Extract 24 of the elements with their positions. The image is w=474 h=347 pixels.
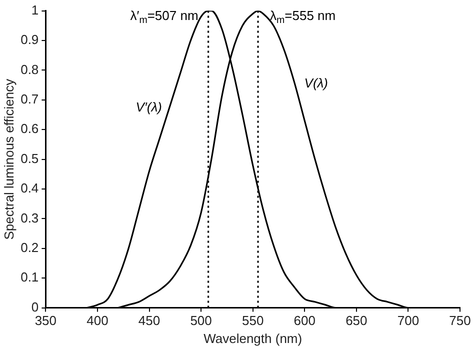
x-tick-label: 750 [449, 313, 471, 328]
y-tick-label: 0.1 [20, 270, 39, 285]
x-tick-label: 500 [190, 313, 212, 328]
y-tick-label: 0 [31, 299, 39, 314]
y-axis-title: Spectral luminous efficiency [1, 78, 16, 240]
x-tick-label: 350 [34, 313, 57, 328]
x-tick-label: 550 [242, 313, 264, 328]
x-tick-label: 400 [86, 313, 108, 328]
y-tick-label: 0.8 [20, 62, 39, 77]
y-tick-label: 0.3 [20, 210, 39, 226]
x-axis-title: Wavelength (nm) [204, 330, 302, 346]
x-tick-label: 700 [397, 313, 420, 328]
x-tick-label: 650 [346, 313, 368, 328]
x-tick-label: 600 [294, 313, 316, 328]
y-tick-label: 1 [31, 2, 39, 18]
y-tick-label: 0.4 [20, 180, 39, 196]
series-label: V′(λ) [136, 99, 162, 114]
y-tick-label: 0.9 [20, 32, 39, 48]
y-tick-label: 0.2 [20, 240, 39, 255]
y-tick-label: 0.5 [20, 150, 39, 166]
series-label: V(λ) [304, 76, 328, 91]
x-tick-label: 450 [138, 313, 160, 328]
y-tick-label: 0.7 [20, 91, 39, 106]
y-tick-label: 0.6 [20, 121, 39, 136]
